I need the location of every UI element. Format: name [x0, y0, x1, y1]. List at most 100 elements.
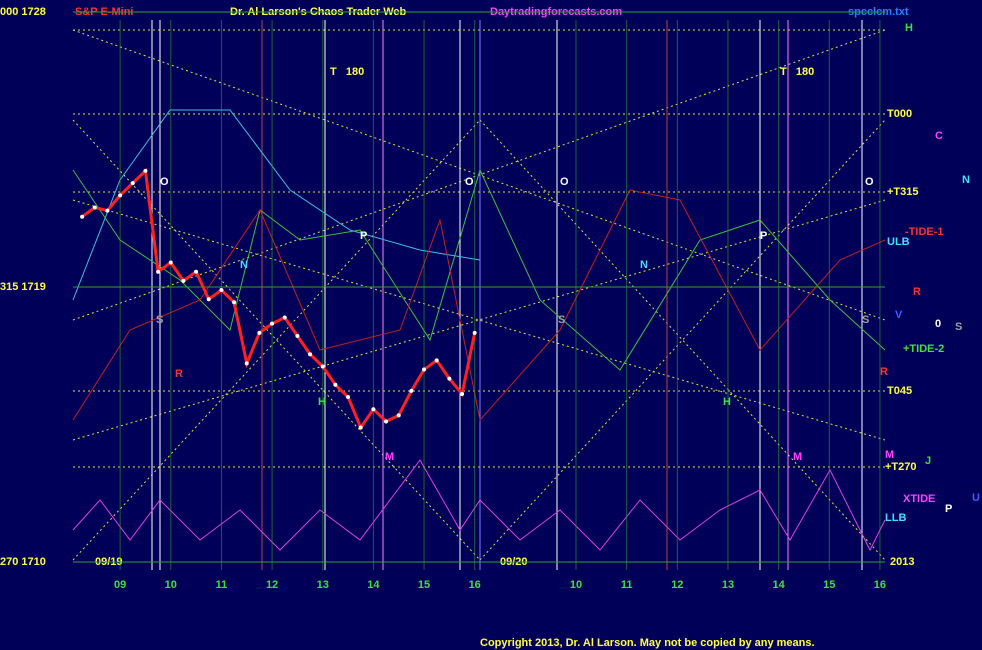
- right-label: +T315: [887, 186, 919, 198]
- y-tick-label: 315 1719: [0, 281, 46, 293]
- right-label: +T270: [885, 461, 917, 473]
- cycle-line: [72, 459, 886, 552]
- price-point: [282, 315, 287, 320]
- right-label: S: [955, 321, 962, 333]
- right-label: J: [925, 455, 931, 467]
- annotation: M: [793, 451, 802, 463]
- price-point: [206, 297, 211, 302]
- annotation: T 180: [330, 66, 364, 78]
- x-tick-label: 13: [722, 579, 734, 591]
- right-label: N: [962, 174, 970, 186]
- year-label: 2013: [890, 556, 914, 568]
- price-point: [143, 168, 148, 173]
- price-point: [346, 395, 351, 399]
- price-point: [384, 419, 389, 424]
- price-point: [156, 269, 161, 274]
- x-tick-label: 14: [772, 579, 785, 591]
- price-point: [219, 288, 224, 293]
- annotation: H: [723, 396, 731, 408]
- x-tick-label: 11: [216, 579, 228, 591]
- price-point: [447, 376, 452, 381]
- x-tick-label: 11: [621, 579, 633, 591]
- annotation: M: [385, 451, 394, 463]
- right-label: C: [935, 130, 943, 142]
- price-point: [396, 413, 401, 418]
- copyright: Copyright 2013, Dr. Al Larson. May not b…: [480, 637, 815, 649]
- right-label: XTIDE: [903, 493, 935, 505]
- price-point: [92, 205, 97, 210]
- right-label: R: [880, 366, 888, 378]
- price-point: [244, 361, 249, 366]
- price-point: [295, 333, 300, 338]
- price-point: [460, 391, 465, 396]
- x-tick-label: 12: [671, 579, 683, 591]
- price-point: [434, 358, 439, 363]
- x-tick-label: 14: [367, 579, 380, 591]
- right-label: H: [905, 22, 913, 34]
- y-tick-label: 000 1728: [0, 6, 46, 18]
- cycle-line: [72, 168, 886, 371]
- right-label: 0: [935, 318, 941, 330]
- price-point: [194, 269, 199, 274]
- x-tick-label: 10: [165, 579, 177, 591]
- y-tick-label: 270 1710: [0, 556, 46, 568]
- annotation: S: [558, 314, 565, 326]
- annotation: S: [156, 314, 163, 326]
- price-point: [409, 388, 414, 393]
- angle-line: [72, 199, 886, 441]
- right-label: -TIDE-1: [905, 226, 944, 238]
- price-point: [320, 364, 325, 369]
- right-label: P: [945, 503, 952, 515]
- angle-line: [72, 199, 886, 441]
- annotation: O: [160, 176, 169, 188]
- price-point: [270, 321, 275, 326]
- price-point: [130, 181, 135, 186]
- price-point: [333, 382, 338, 387]
- annotation: N: [640, 259, 648, 271]
- annotation: O: [865, 176, 874, 188]
- right-label: V: [895, 309, 903, 321]
- price-point: [232, 300, 237, 305]
- annotation: T 180: [780, 66, 814, 78]
- right-label: T000: [887, 108, 912, 120]
- x-tick-label: 10: [570, 579, 582, 591]
- oscillators: [72, 109, 886, 552]
- right-label: M: [885, 449, 894, 461]
- x-tick-label: 12: [266, 579, 278, 591]
- annotation: O: [560, 176, 569, 188]
- price-point: [118, 193, 123, 198]
- right-label: +TIDE-2: [903, 343, 944, 355]
- price-point: [168, 260, 173, 265]
- x-tick-label: 09: [114, 579, 126, 591]
- right-label: LLB: [885, 512, 906, 524]
- price-point: [181, 278, 186, 283]
- price-point: [105, 208, 110, 213]
- price-point: [257, 330, 262, 335]
- x-tick-label: 15: [823, 579, 835, 591]
- annotation: H: [318, 396, 326, 408]
- annotation: N: [240, 259, 248, 271]
- right-label: R: [913, 286, 921, 298]
- price-point: [472, 330, 477, 335]
- x-tick-label: 16: [469, 579, 481, 591]
- cycle-line: [72, 109, 481, 301]
- price-point: [422, 367, 427, 372]
- price-point: [358, 425, 363, 430]
- x-tick-label: 13: [317, 579, 329, 591]
- price-line: [81, 167, 477, 431]
- x-tick-label: 15: [418, 579, 430, 591]
- annotation: P: [360, 230, 367, 242]
- price-point: [308, 352, 313, 357]
- annotation: O: [465, 176, 474, 188]
- annotation: R: [175, 368, 183, 380]
- cycle-line: [72, 189, 886, 422]
- annotation: S: [862, 314, 869, 326]
- price-point: [80, 214, 85, 219]
- right-label: T045: [887, 385, 912, 397]
- verticals: [151, 20, 863, 570]
- price-point: [371, 407, 376, 412]
- right-label: U: [972, 492, 980, 504]
- right-label: ULB: [887, 236, 910, 248]
